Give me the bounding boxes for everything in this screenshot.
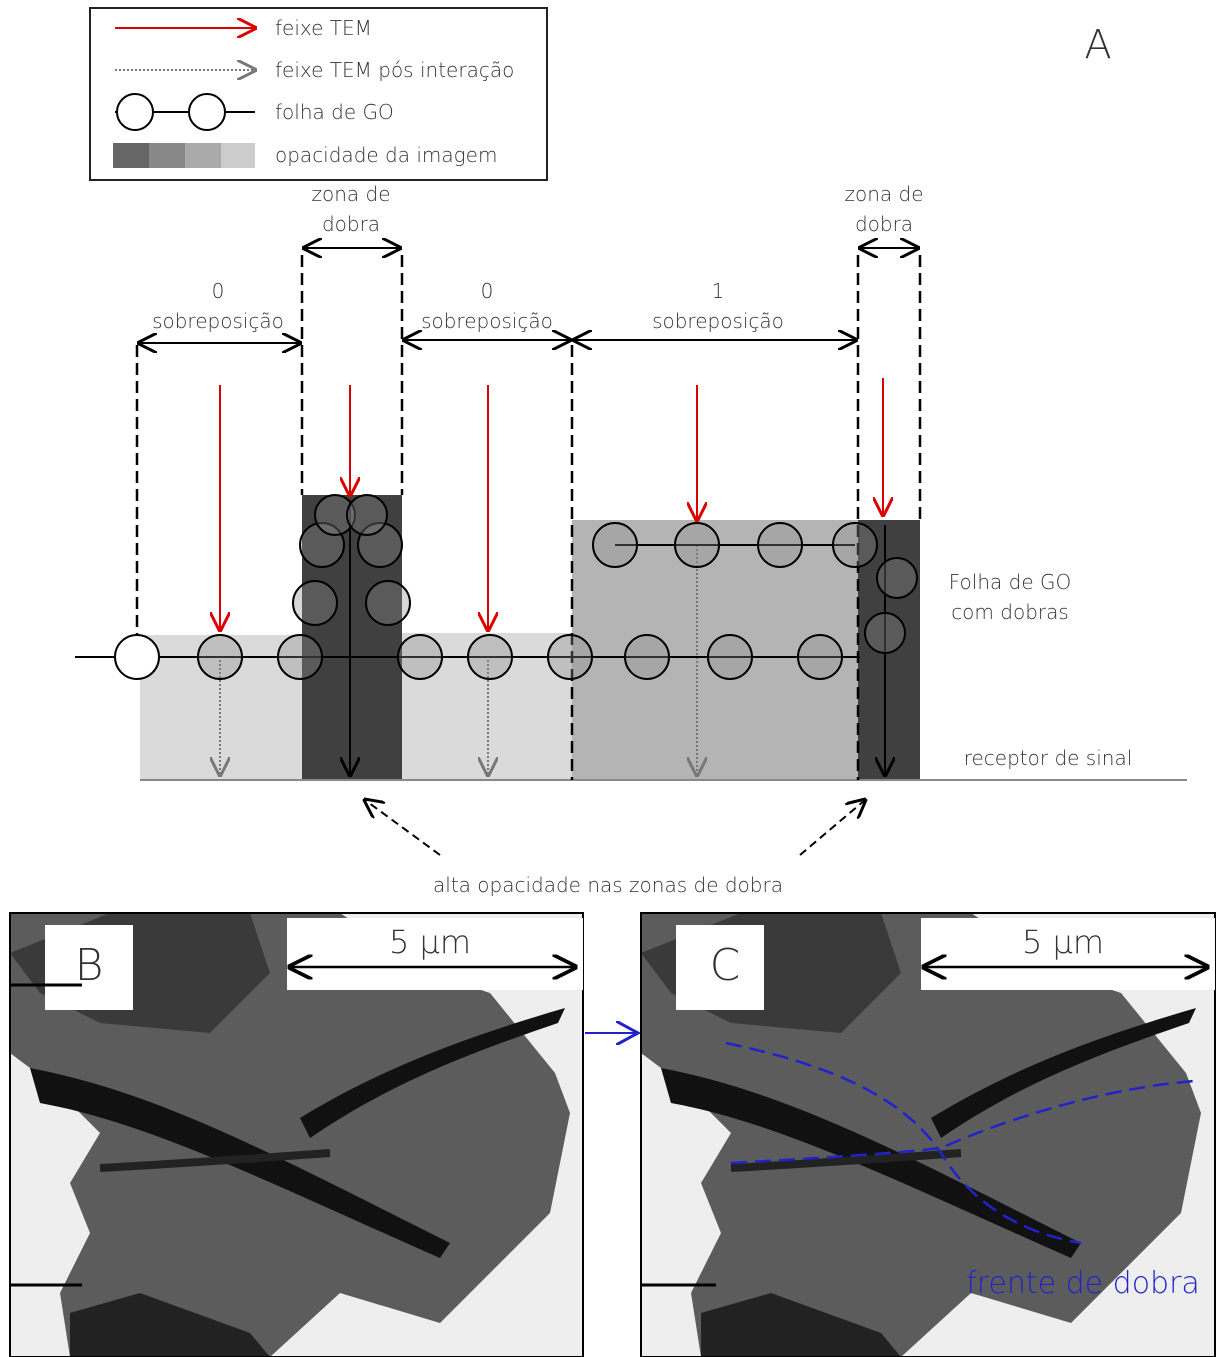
zone-label: sobreposição [652,309,784,333]
panel-annotation: frente de dobra [966,1266,1200,1301]
zone-label: sobreposição [421,309,553,333]
legend-text: feixe TEM pós interação [275,58,514,82]
figure: feixe TEM feixe TEM pós interação folha … [0,0,1217,1357]
sheet-label: Folha de GO [949,570,1071,594]
panel-label: A [1084,22,1111,68]
legend-text: feixe TEM [275,16,372,40]
scale-label: 5 µm [389,923,471,961]
receptor-label: receptor de sinal [964,746,1133,770]
annotation: alta opacidade nas zonas de dobra [433,873,783,897]
panel-label: C [710,940,741,991]
zone-label: sobreposição [152,309,284,333]
zone-label: 0 [212,279,225,303]
legend-text: folha de GO [275,100,394,124]
legend-opacity [113,143,255,168]
zone-label: dobra [322,212,380,236]
panel-label: B [75,940,104,991]
zone-label: dobra [855,212,913,236]
scale-label: 5 µm [1022,923,1104,961]
sheet-label: com dobras [951,600,1069,624]
zone-label: zona de [844,182,923,206]
annotation-arrows [365,800,865,855]
legend-text: opacidade da imagem [275,143,497,167]
zone-label: 0 [481,279,494,303]
zone-label: zona de [311,182,390,206]
zone-label: 1 [712,279,725,303]
